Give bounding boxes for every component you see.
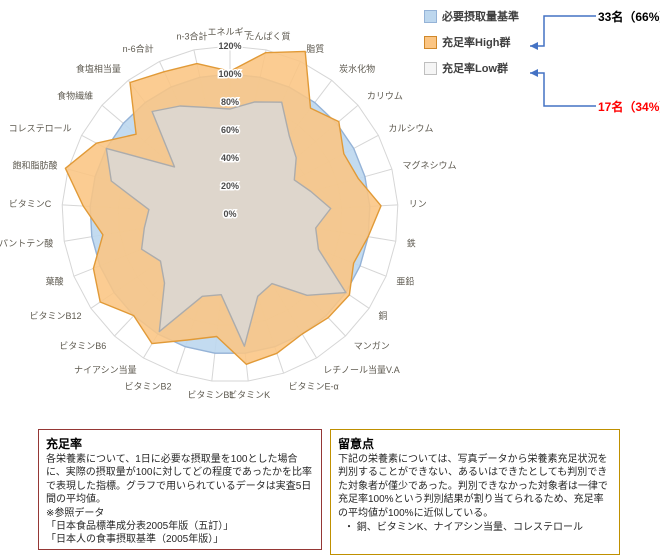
- low-group-swatch-icon: [424, 61, 437, 75]
- low-count-label: 17名（34%）: [598, 100, 660, 114]
- category-label: リン: [409, 199, 427, 209]
- notes-caution-body: 下記の栄養素については、写真データから栄養素充足状況を判別することができない、あ…: [338, 454, 608, 519]
- category-label: 葉酸: [46, 275, 64, 286]
- category-label: カリウム: [367, 91, 403, 101]
- category-label: ビタミンB1: [187, 390, 234, 400]
- category-label: n-6合計: [123, 43, 154, 54]
- legend-label-standard: 必要摂取量基準: [442, 11, 519, 23]
- radar-series-充足率Low群: [105, 101, 347, 347]
- notes-reference-2: 「日本人の食事摂取基準（2005年版）」: [46, 534, 224, 546]
- category-label: マンガン: [354, 341, 390, 351]
- category-label: ビタミンC: [9, 199, 52, 209]
- axis-tick-label: 0%: [223, 209, 236, 219]
- axis-tick-label: 80%: [221, 97, 239, 107]
- chart-legend: 必要摂取量基準 充足率High群 充足率Low群: [424, 8, 519, 86]
- radar-chart: エネルギーたんぱく質脂質炭水化物カリウムカルシウムマグネシウムリン鉄亜鉛銅マンガ…: [0, 27, 457, 400]
- notes-sufficiency-body: 各栄養素について、1日に必要な摂取量を100とした場合に、実際の摂取量が100に…: [46, 454, 312, 506]
- category-label: たんぱく質: [245, 30, 290, 41]
- legend-item-low: 充足率Low群: [424, 60, 519, 76]
- axis-tick-label: 120%: [218, 41, 241, 51]
- legend-item-standard: 必要摂取量基準: [424, 8, 519, 24]
- category-label: マグネシウム: [403, 159, 457, 170]
- axis-tick-label: 60%: [221, 125, 239, 135]
- category-label: ビタミンB2: [124, 382, 171, 392]
- category-label: ナイアシン当量: [74, 364, 137, 375]
- category-label: コレステロール: [9, 124, 72, 134]
- category-label: 食塩相当量: [76, 63, 121, 74]
- notes-caution-bullet: ・ 銅、ビタミンK、ナイアシン当量、コレステロール: [344, 521, 584, 533]
- category-label: 鉄: [407, 237, 416, 248]
- legend-item-high: 充足率High群: [424, 34, 519, 50]
- legend-label-high: 充足率High群: [442, 37, 511, 49]
- category-label: ビタミンK: [228, 390, 270, 400]
- category-label: 脂質: [306, 43, 324, 54]
- radar-grid-ring: [61, 45, 399, 382]
- category-label: 飽和脂肪酸: [12, 159, 57, 170]
- high-count-label: 33名（66%）: [598, 10, 660, 24]
- category-label: ビタミンB6: [59, 341, 106, 351]
- axis-tick-label: 20%: [221, 181, 239, 191]
- notes-caution-title: 留意点: [338, 437, 375, 451]
- category-label: 炭水化物: [339, 63, 375, 74]
- category-label: カルシウム: [388, 124, 433, 134]
- low-count-connector-line: [530, 69, 596, 107]
- category-label: エネルギー: [207, 27, 252, 37]
- notes-caution: 留意点 下記の栄養素については、写真データから栄養素充足状況を判別することができ…: [330, 429, 620, 555]
- axis-tick-label: 40%: [221, 153, 239, 163]
- category-label: パントテン酸: [0, 238, 53, 248]
- category-label: 銅: [379, 310, 388, 321]
- notes-reference-1: 「日本食品標準成分表2005年版（五訂）」: [46, 520, 234, 532]
- high-group-swatch-icon: [424, 35, 437, 49]
- category-label: ビタミンB12: [29, 311, 81, 321]
- standard-swatch-icon: [424, 9, 437, 23]
- category-label: n-3合計: [176, 30, 207, 41]
- category-label: 食物繊維: [57, 90, 93, 101]
- category-label: 亜鉛: [396, 275, 414, 286]
- legend-label-low: 充足率Low群: [442, 63, 508, 75]
- category-label: ビタミンE-α: [289, 382, 339, 392]
- high-count-connector-line: [530, 15, 596, 50]
- notes-sufficiency-title: 充足率: [46, 437, 83, 451]
- notes-reference-label: ※参照データ: [46, 507, 105, 519]
- axis-tick-label: 100%: [218, 69, 241, 79]
- notes-sufficiency: 充足率 各栄養素について、1日に必要な摂取量を100とした場合に、実際の摂取量が…: [38, 429, 322, 550]
- category-label: レチノール当量V.A: [323, 364, 399, 375]
